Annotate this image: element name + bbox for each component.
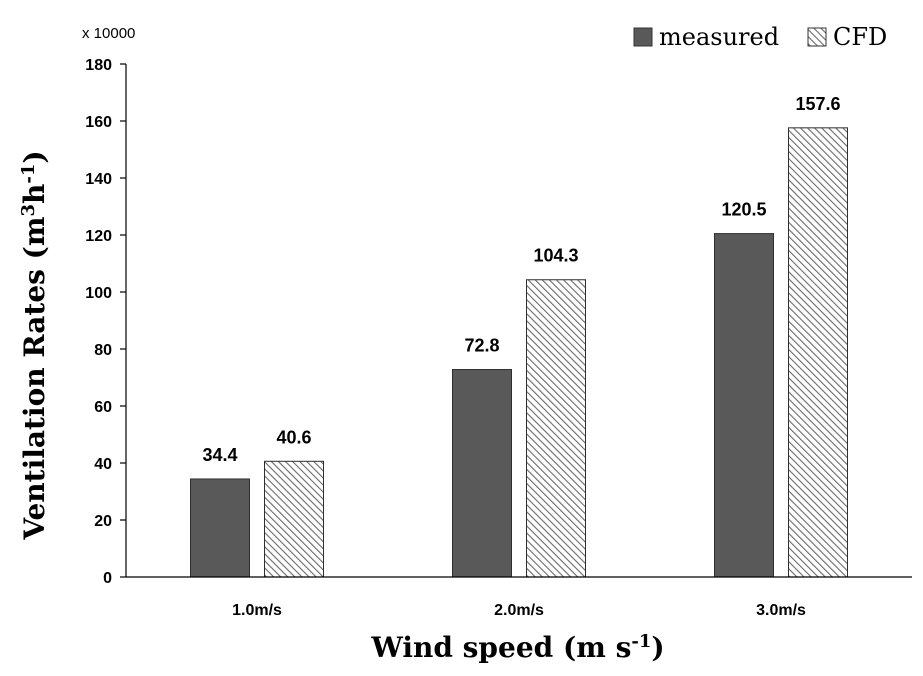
y-tick-label: 40 xyxy=(94,456,112,473)
x-tick-label: 2.0m/s xyxy=(494,602,544,619)
x-axis-categories: 1.0m/s 2.0m/s 3.0m/s xyxy=(232,602,806,619)
bar-cfd-3 xyxy=(788,127,848,578)
y-tick-label: 140 xyxy=(85,171,112,188)
legend-label-cfd: CFD xyxy=(833,23,887,51)
x-tick-label: 1.0m/s xyxy=(232,602,282,619)
x-tick-label: 3.0m/s xyxy=(756,602,806,619)
y-axis-title: Ventilation Rates (m3h-1) xyxy=(18,150,52,540)
scale-label: x 10000 xyxy=(82,25,135,42)
bar-measured-3 xyxy=(714,233,774,578)
data-label-cfd-2: 104.3 xyxy=(533,246,578,266)
data-label-cfd-1: 40.6 xyxy=(276,427,311,447)
data-label-measured-1: 34.4 xyxy=(202,445,237,465)
y-tick-label: 60 xyxy=(94,399,112,416)
data-label-cfd-3: 157.6 xyxy=(795,94,840,114)
y-tick-label: 180 xyxy=(85,57,112,74)
bar-measured-1 xyxy=(190,478,250,578)
legend-swatch-cfd xyxy=(807,27,827,47)
y-tick-label: 120 xyxy=(85,228,112,245)
y-tick-label: 20 xyxy=(94,513,112,530)
x-axis-title: Wind speed (m s-1) xyxy=(370,631,664,665)
y-axis-ticks: 0 20 40 60 80 100 120 140 160 180 xyxy=(85,57,126,587)
bars: 34.4 40.6 72.8 104.3 120.5 157.6 xyxy=(190,94,848,578)
data-label-measured-3: 120.5 xyxy=(721,200,766,220)
legend-swatch-measured xyxy=(633,27,653,47)
bar-measured-2 xyxy=(452,369,512,578)
y-tick-label: 100 xyxy=(85,285,112,302)
bar-cfd-1 xyxy=(264,460,324,578)
legend-label-measured: measured xyxy=(659,23,779,51)
y-tick-label: 160 xyxy=(85,114,112,131)
y-tick-label: 0 xyxy=(103,570,112,587)
legend: measured CFD xyxy=(633,23,887,51)
y-tick-label: 80 xyxy=(94,342,112,359)
bar-cfd-2 xyxy=(526,279,586,578)
data-label-measured-2: 72.8 xyxy=(464,336,499,356)
